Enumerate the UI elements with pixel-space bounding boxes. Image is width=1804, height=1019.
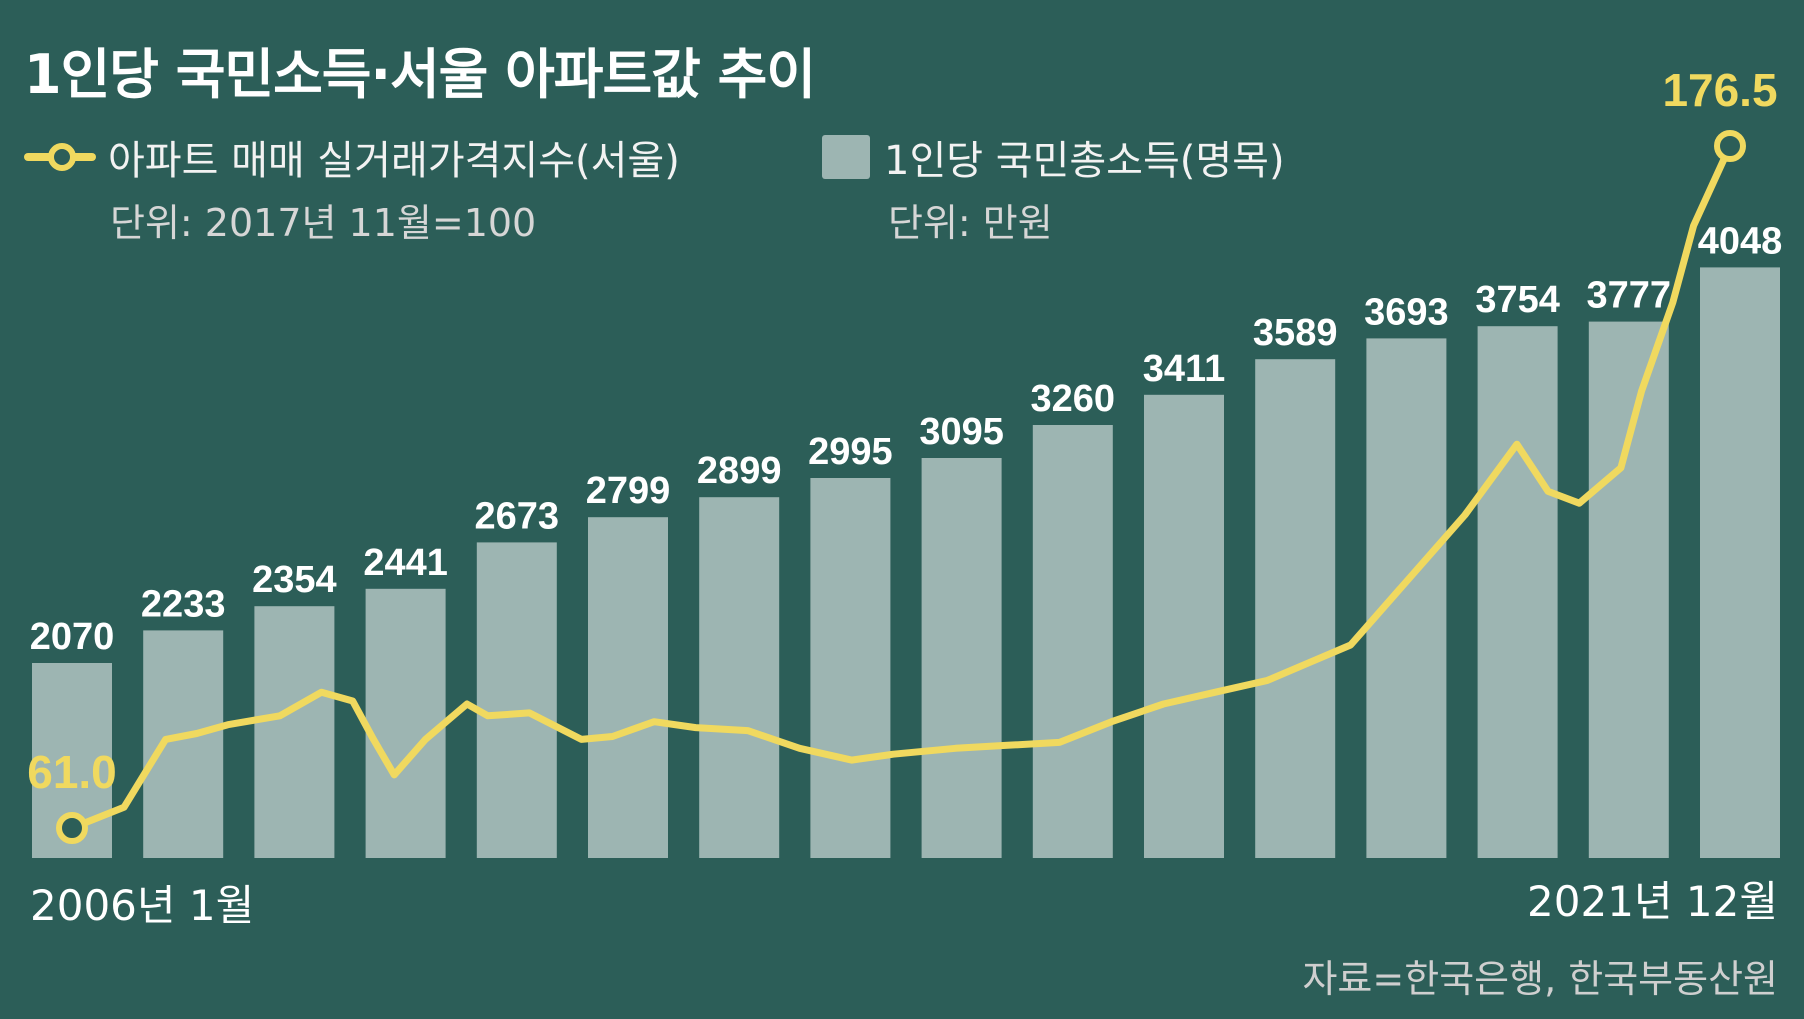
- bar-value-label: 2899: [697, 450, 782, 492]
- bar-2015: [1032, 425, 1113, 862]
- legend-line-unit: 단위: 2017년 11월=100: [110, 201, 537, 245]
- bar-2007: [143, 630, 224, 862]
- bar-2011: [588, 517, 668, 862]
- x-axis-end-label: 2021년 12월: [1527, 877, 1778, 926]
- bar-2012: [699, 497, 780, 862]
- bar-value-label: 3754: [1475, 279, 1560, 321]
- bar-series: 2070 2233 2354 2441 2673 2799 2899 2995 3095 3260…: [30, 220, 1783, 863]
- line-start-label: 61.0: [27, 746, 117, 798]
- x-axis-start-label: 2006년 1월: [30, 881, 255, 930]
- bar-2008: [254, 606, 335, 862]
- bar-value-label: 2995: [808, 431, 893, 473]
- legend-bar-swatch: [822, 135, 870, 179]
- bar-value-label: 2233: [141, 583, 226, 625]
- legend-bar-label: 1인당 국민총소득(명목): [884, 138, 1285, 184]
- bar-value-label: 2799: [586, 470, 671, 512]
- legend-bar-unit: 단위: 만원: [888, 201, 1053, 245]
- bar-2009: [365, 588, 446, 862]
- baseline-strip: [0, 858, 1804, 868]
- legend-line-item: 아파트 매매 실거래가격지수(서울): [24, 128, 680, 186]
- legend-line-icon: [24, 143, 96, 171]
- bar-value-label: 3693: [1364, 291, 1449, 333]
- legend-bar-item: 1인당 국민총소득(명목): [822, 128, 1285, 186]
- bar-2020: [1588, 321, 1669, 863]
- bar-2010: [476, 542, 557, 862]
- chart-title: 1인당 국민소득·서울 아파트값 추이: [24, 43, 816, 106]
- line-end-label: 176.5: [1662, 64, 1777, 116]
- bar-value-label: 2441: [363, 542, 448, 584]
- bar-2019: [1477, 326, 1558, 862]
- bar-value-label: 3777: [1587, 275, 1672, 317]
- bar-value-label: 2070: [30, 616, 115, 658]
- bar-value-label: 4048: [1698, 220, 1783, 262]
- bar-2017: [1255, 359, 1336, 862]
- bar-value-label: 2673: [475, 495, 560, 537]
- bar-2013: [810, 478, 891, 862]
- bar-value-label: 3411: [1143, 348, 1225, 390]
- bar-2014: [921, 458, 1002, 862]
- bar-2018: [1366, 338, 1447, 862]
- line-start-point: [56, 812, 88, 844]
- bar-2016: [1144, 394, 1224, 862]
- bar-value-label: 3095: [919, 411, 1004, 453]
- bar-value-label: 2354: [252, 559, 337, 601]
- line-series: 61.0 176.5: [27, 64, 1778, 844]
- line-path: [68, 142, 1734, 832]
- line-end-point: [1714, 130, 1746, 162]
- bar-value-label: 3260: [1031, 378, 1116, 420]
- legend-line-label: 아파트 매매 실거래가격지수(서울): [108, 138, 680, 184]
- bar-value-label: 3589: [1253, 312, 1338, 354]
- source-note: 자료=한국은행, 한국부동산원: [1302, 957, 1778, 1001]
- bar-2021: [1700, 267, 1780, 862]
